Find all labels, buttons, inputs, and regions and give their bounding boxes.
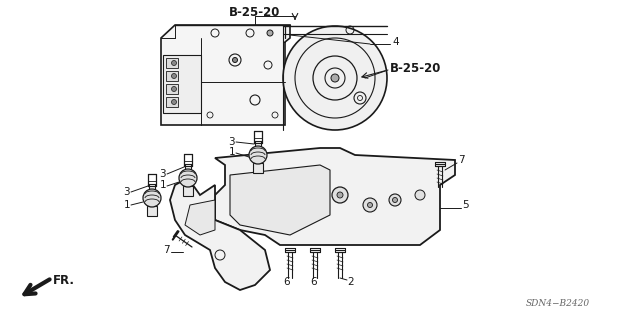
Text: 1: 1 (124, 200, 130, 210)
Polygon shape (185, 200, 215, 235)
Circle shape (172, 100, 177, 105)
Bar (183, 186, 193, 196)
Circle shape (331, 74, 339, 82)
Text: 6: 6 (284, 277, 291, 287)
Circle shape (363, 198, 377, 212)
Text: 1: 1 (159, 180, 166, 190)
Text: B-25-20: B-25-20 (390, 62, 442, 75)
Circle shape (389, 194, 401, 206)
Circle shape (415, 190, 425, 200)
Circle shape (267, 30, 273, 36)
Text: 1: 1 (228, 147, 235, 157)
Circle shape (332, 187, 348, 203)
Text: 7: 7 (458, 155, 465, 165)
Text: 6: 6 (310, 277, 317, 287)
Text: FR.: FR. (53, 275, 75, 287)
Bar (253, 163, 263, 173)
Circle shape (392, 197, 397, 203)
Bar (166, 97, 178, 107)
Circle shape (232, 57, 237, 63)
Bar (166, 58, 178, 68)
Circle shape (172, 61, 177, 65)
Circle shape (179, 169, 197, 187)
Circle shape (337, 192, 343, 198)
Text: 3: 3 (124, 187, 130, 197)
Circle shape (249, 146, 267, 164)
Bar (147, 206, 157, 216)
Bar (166, 71, 178, 81)
Circle shape (172, 73, 177, 78)
Text: 4: 4 (392, 37, 399, 47)
Bar (166, 84, 178, 94)
Text: B-25-20: B-25-20 (229, 5, 281, 19)
Text: 2: 2 (347, 277, 354, 287)
Text: 7: 7 (163, 245, 170, 255)
Polygon shape (161, 25, 290, 125)
Circle shape (143, 189, 161, 207)
Polygon shape (170, 178, 270, 290)
Text: SDN4−B2420: SDN4−B2420 (526, 299, 590, 308)
Polygon shape (215, 148, 455, 245)
Polygon shape (230, 165, 330, 235)
Text: 3: 3 (159, 169, 166, 179)
Circle shape (172, 86, 177, 92)
Circle shape (283, 26, 387, 130)
Text: 3: 3 (228, 137, 235, 147)
Bar (163, 55, 201, 113)
Circle shape (367, 203, 372, 207)
Text: 5: 5 (462, 200, 468, 210)
